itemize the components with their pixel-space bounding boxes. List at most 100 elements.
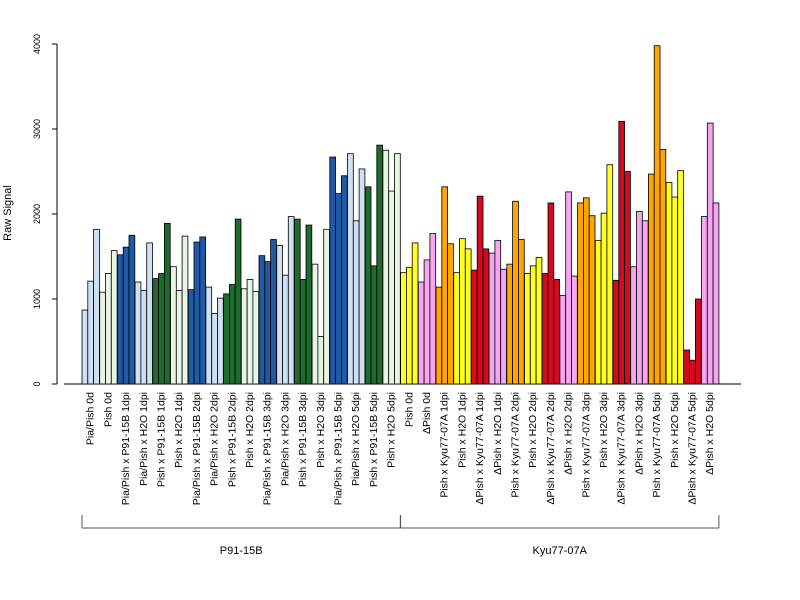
bar (417, 281, 425, 385)
bar (105, 273, 112, 385)
group-brackets: P91-15B Kyu77-07A (81, 515, 720, 557)
y-axis-label: Raw Signal (2, 185, 14, 241)
bar (494, 239, 502, 385)
bar (683, 349, 690, 385)
bar (535, 256, 543, 385)
bar (134, 281, 142, 385)
bar (211, 313, 218, 385)
x-tick-label: Pia/Pish x H2O 1dpi (138, 392, 150, 486)
bar (199, 236, 207, 385)
bar (411, 242, 419, 385)
x-tick-label: Pia/Pish x P91-15B 2dpi (191, 392, 203, 505)
bar (205, 286, 213, 385)
bar (364, 186, 372, 385)
bar (665, 182, 673, 385)
x-tick-label: ΔPish x Kyu77-07A 3dpi (616, 392, 628, 505)
bar (317, 335, 325, 385)
bar (329, 156, 336, 385)
bar (228, 284, 236, 385)
bar (453, 272, 460, 385)
bar (128, 234, 136, 385)
bar (382, 149, 390, 385)
bar (500, 268, 507, 385)
bar (606, 164, 614, 385)
bar (624, 171, 631, 385)
bar (577, 202, 584, 385)
bar (394, 153, 401, 385)
bar (659, 148, 667, 385)
bar (612, 279, 620, 385)
bar (618, 120, 625, 385)
bar (447, 243, 454, 385)
x-tick-labels: Pia/Pish 0d Pish 0d Pia/Pish x P91-15B 1dp… (85, 392, 717, 505)
bar (352, 220, 360, 385)
bar (117, 254, 124, 385)
y-ticks: 0 1000 2000 3000 4000 (32, 34, 57, 387)
x-tick-label: ΔPish x Kyu77-07A 2dpi (545, 392, 557, 505)
bar (512, 200, 519, 385)
bar (370, 265, 378, 385)
x-tick-label: Pish x H2O 2dpi (527, 392, 539, 468)
bar (482, 248, 490, 385)
bar (553, 279, 560, 385)
bar (583, 197, 590, 385)
y-tick-label: 0 (32, 381, 42, 386)
bar (140, 290, 148, 385)
bars (81, 45, 720, 385)
bar (701, 216, 708, 385)
bar (87, 280, 95, 385)
x-tick-label: Pish x H2O 5dpi (386, 392, 398, 468)
x-tick-label: Pia/Pish x H2O 5dpi (350, 392, 362, 486)
bar (158, 273, 165, 385)
bar (376, 144, 383, 385)
bar (524, 273, 531, 385)
bar (636, 211, 643, 385)
bar (311, 263, 319, 385)
bar (305, 224, 313, 385)
bar (565, 191, 572, 385)
bar (547, 202, 555, 385)
bar (388, 190, 395, 385)
bar (429, 233, 437, 385)
x-tick-label: Pia/Pish x P91-15B 1dpi (120, 392, 132, 505)
bar (282, 274, 289, 385)
bar (594, 239, 602, 385)
y-tick-label: 3000 (32, 119, 42, 139)
bar (488, 252, 496, 385)
bar (276, 245, 283, 385)
x-tick-label: Pish x H2O 1dpi (456, 392, 468, 468)
bar (459, 238, 466, 385)
bar (641, 220, 649, 385)
x-tick-label: Pish x H2O 5dpi (669, 392, 681, 468)
y-tick-label: 4000 (32, 34, 42, 54)
bar (217, 297, 224, 385)
group-label: Kyu77-07A (533, 545, 588, 557)
y-tick-label: 1000 (32, 289, 42, 309)
bar (423, 259, 431, 385)
bar (588, 215, 596, 385)
bar (340, 175, 348, 385)
bar (152, 278, 160, 385)
bar (571, 275, 578, 385)
bar (170, 266, 177, 385)
x-tick-label: Pia/Pish x H2O 3dpi (279, 392, 291, 486)
bar (246, 279, 254, 385)
x-tick-label: Pish x Kyu77-07A 2dpi (510, 392, 522, 498)
x-tick-label: Pish x P91-15B 2dpi (226, 392, 238, 487)
x-tick-label: Pish x H2O 2dpi (244, 392, 256, 468)
bar (648, 173, 655, 385)
bar (400, 272, 407, 385)
bar (181, 235, 189, 385)
bar (441, 186, 448, 385)
bar (323, 228, 330, 385)
bar (223, 293, 230, 385)
bar (559, 295, 567, 385)
x-tick-label: ΔPish x H2O 1dpi (492, 392, 504, 475)
bar (240, 288, 248, 385)
bar (470, 269, 478, 385)
bar (529, 265, 537, 385)
bar (464, 248, 472, 385)
bar (476, 195, 484, 385)
x-tick-label: Pia/Pish 0d (85, 392, 97, 445)
x-tick-label: Pish x P91-15B 1dpi (156, 392, 168, 487)
